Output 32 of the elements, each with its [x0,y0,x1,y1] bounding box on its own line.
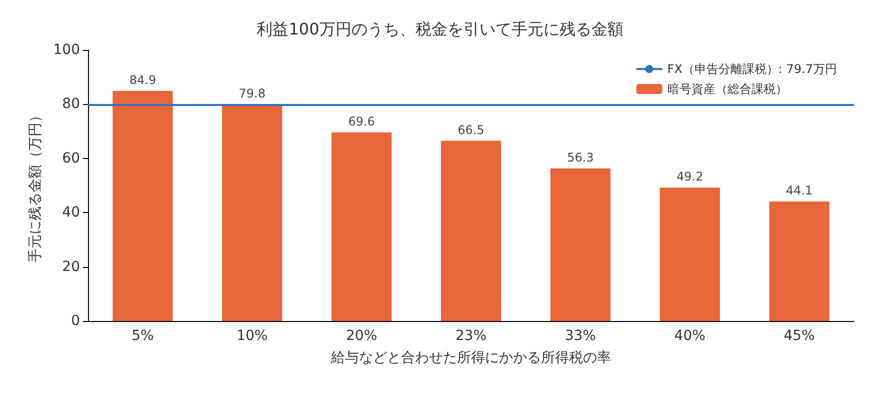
data-label: 84.9 [129,72,156,87]
legend-label: 暗号資産（総合課税） [667,82,788,96]
bar [222,104,282,321]
bar [550,168,611,321]
data-label: 56.3 [567,150,594,164]
data-label: 44.1 [786,183,813,198]
x-tick-label: 5% [132,328,154,344]
bar [331,132,392,321]
chart-title: 利益100万円のうち、税金を引いて手元に残る金額 [256,20,624,38]
x-tick-label: 33% [564,328,596,344]
bar [112,90,173,321]
y-tick-label: 100 [53,42,80,58]
data-label: 79.8 [238,86,266,101]
x-tick-label: 20% [346,328,378,344]
y-tick-label: 40 [62,204,80,221]
y-tick-label: 20 [62,258,80,275]
legend-label: FX（申告分離課税）: 79.7万円 [667,62,838,76]
x-axis-title: 給与などと合わせた所得にかかる所得税の率 [330,350,611,366]
bar [769,201,830,321]
x-tick-label: 23% [455,328,487,344]
data-label: 49.2 [676,170,704,184]
x-tick-label: 10% [236,328,268,344]
x-tick-label: 45% [784,328,815,344]
bar [660,188,720,321]
data-label: 69.6 [348,114,375,128]
data-label: 66.5 [458,122,484,137]
bar [440,140,502,321]
y-axis-title: 手元に残る金額（万円） [27,108,44,262]
y-tick-label: 80 [62,96,80,112]
y-tick-label: 60 [62,150,80,166]
y-tick-label: 0 [71,313,80,329]
x-tick-label: 40% [674,328,706,344]
